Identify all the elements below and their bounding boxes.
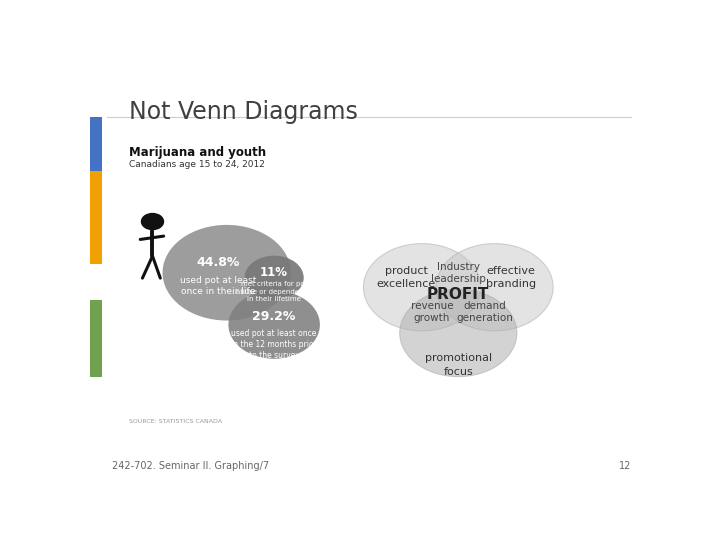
Circle shape xyxy=(436,244,553,331)
Text: product
excellence: product excellence xyxy=(377,266,436,289)
Text: used pot at least once
in the 12 months prior
to the survey: used pot at least once in the 12 months … xyxy=(231,329,317,360)
Text: 29.2%: 29.2% xyxy=(253,310,296,323)
Text: demand
generation: demand generation xyxy=(456,301,513,323)
Text: used pot at least
once in their life: used pot at least once in their life xyxy=(180,276,256,296)
Text: Not Venn Diagrams: Not Venn Diagrams xyxy=(129,100,358,124)
Circle shape xyxy=(400,289,517,377)
Text: 44.8%: 44.8% xyxy=(197,256,240,269)
Circle shape xyxy=(228,291,320,359)
Text: 12: 12 xyxy=(619,462,631,471)
Text: SOURCE: STATISTICS CANADA: SOURCE: STATISTICS CANADA xyxy=(129,420,222,424)
Bar xyxy=(90,171,102,265)
Circle shape xyxy=(141,213,164,230)
Text: promotional
focus: promotional focus xyxy=(425,353,492,376)
Text: Canadians age 15 to 24, 2012: Canadians age 15 to 24, 2012 xyxy=(129,160,265,170)
Circle shape xyxy=(245,255,304,300)
Bar xyxy=(90,300,102,377)
Text: PROFIT: PROFIT xyxy=(427,287,490,302)
Text: revenue
growth: revenue growth xyxy=(410,301,454,323)
Text: 11%: 11% xyxy=(260,266,288,279)
Text: Marijuana and youth: Marijuana and youth xyxy=(129,146,266,159)
Text: 242-702. Seminar II. Graphing/7: 242-702. Seminar II. Graphing/7 xyxy=(112,462,269,471)
Text: Industry
leadership: Industry leadership xyxy=(431,261,486,284)
Text: met criteria for pot
abuse or dependency
in their lifetime: met criteria for pot abuse or dependency… xyxy=(236,281,312,302)
Text: effective
branding: effective branding xyxy=(486,266,536,289)
Bar xyxy=(90,117,102,173)
Circle shape xyxy=(163,225,291,321)
Circle shape xyxy=(364,244,481,331)
